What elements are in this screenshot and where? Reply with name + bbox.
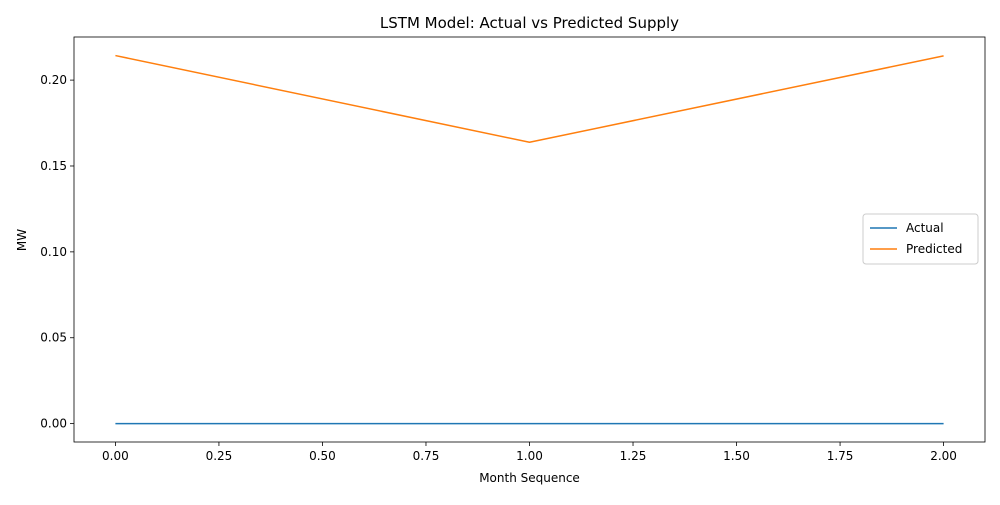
- chart-title: LSTM Model: Actual vs Predicted Supply: [380, 14, 679, 32]
- x-tick-label: 1.75: [827, 449, 854, 463]
- legend-label-actual: Actual: [906, 221, 944, 235]
- x-tick-label: 1.25: [620, 449, 647, 463]
- x-tick-label: 0.00: [102, 449, 129, 463]
- series-line-predicted: [115, 54, 944, 144]
- x-tick-label: 1.00: [516, 449, 543, 463]
- legend: Actual Predicted: [862, 213, 979, 265]
- y-tick-label: 0.05: [40, 331, 67, 345]
- legend-box: [862, 213, 979, 265]
- y-tick-label: 0.15: [40, 159, 67, 173]
- y-tick-label: 0.10: [40, 245, 67, 259]
- y-axis-label: MW: [15, 229, 29, 251]
- x-tick-label: 0.50: [309, 449, 336, 463]
- x-tick-label: 0.25: [206, 449, 233, 463]
- x-tick-label: 2.00: [930, 449, 957, 463]
- legend-label-predicted: Predicted: [906, 242, 962, 256]
- y-tick-label: 0.20: [40, 73, 67, 87]
- y-tick-label: 0.00: [40, 417, 67, 431]
- x-tick-label: 0.75: [413, 449, 440, 463]
- x-axis-label: Month Sequence: [479, 471, 580, 485]
- plot-frame: [73, 36, 986, 443]
- x-tick-label: 1.50: [723, 449, 750, 463]
